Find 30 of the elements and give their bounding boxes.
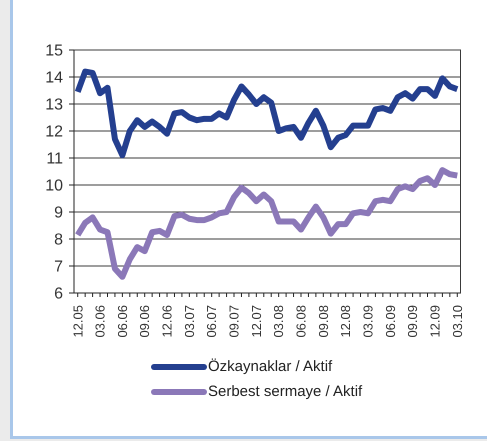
y-tick-label: 11	[46, 150, 64, 168]
x-tick-label: 03.09	[360, 305, 376, 338]
x-tick-label: 09.08	[316, 305, 331, 338]
y-tick-label: 9	[54, 204, 64, 222]
y-tick-label: 12	[45, 124, 64, 141]
legend-label: Özkaynaklar / Aktif	[208, 358, 332, 375]
x-tick-label: 06.07	[204, 305, 220, 338]
x-tick-label: 03.07	[182, 305, 197, 338]
y-tick-label: 15	[45, 42, 64, 60]
y-tick-label: 10	[45, 178, 64, 195]
legend-label: Serbest sermaye / Aktif	[208, 383, 362, 400]
x-tick-label: 03.08	[271, 305, 286, 338]
y-tick-label: 7	[54, 258, 64, 276]
y-tick-label: 13	[45, 96, 64, 114]
y-tick-label: 14	[45, 70, 64, 87]
y-tick-label: 8	[54, 232, 64, 249]
x-tick-label: 12.09	[428, 305, 442, 338]
x-tick-label: 09.07	[226, 305, 242, 338]
x-tick-label: 12.07	[248, 305, 264, 338]
x-tick-label: 09.06	[137, 305, 152, 338]
x-tick-label: 03.10	[450, 305, 465, 338]
y-tick-label: 6	[54, 286, 64, 303]
x-tick-label: 03.06	[92, 305, 108, 338]
x-tick-label: 06.09	[382, 305, 398, 338]
x-tick-label: 09.09	[405, 305, 420, 338]
x-tick-label: 12.08	[338, 305, 354, 338]
x-tick-label: 06.06	[114, 305, 130, 338]
x-tick-label: 12.05	[70, 305, 86, 338]
x-tick-label: 06.08	[294, 305, 309, 338]
x-tick-label: 12.06	[160, 305, 175, 338]
